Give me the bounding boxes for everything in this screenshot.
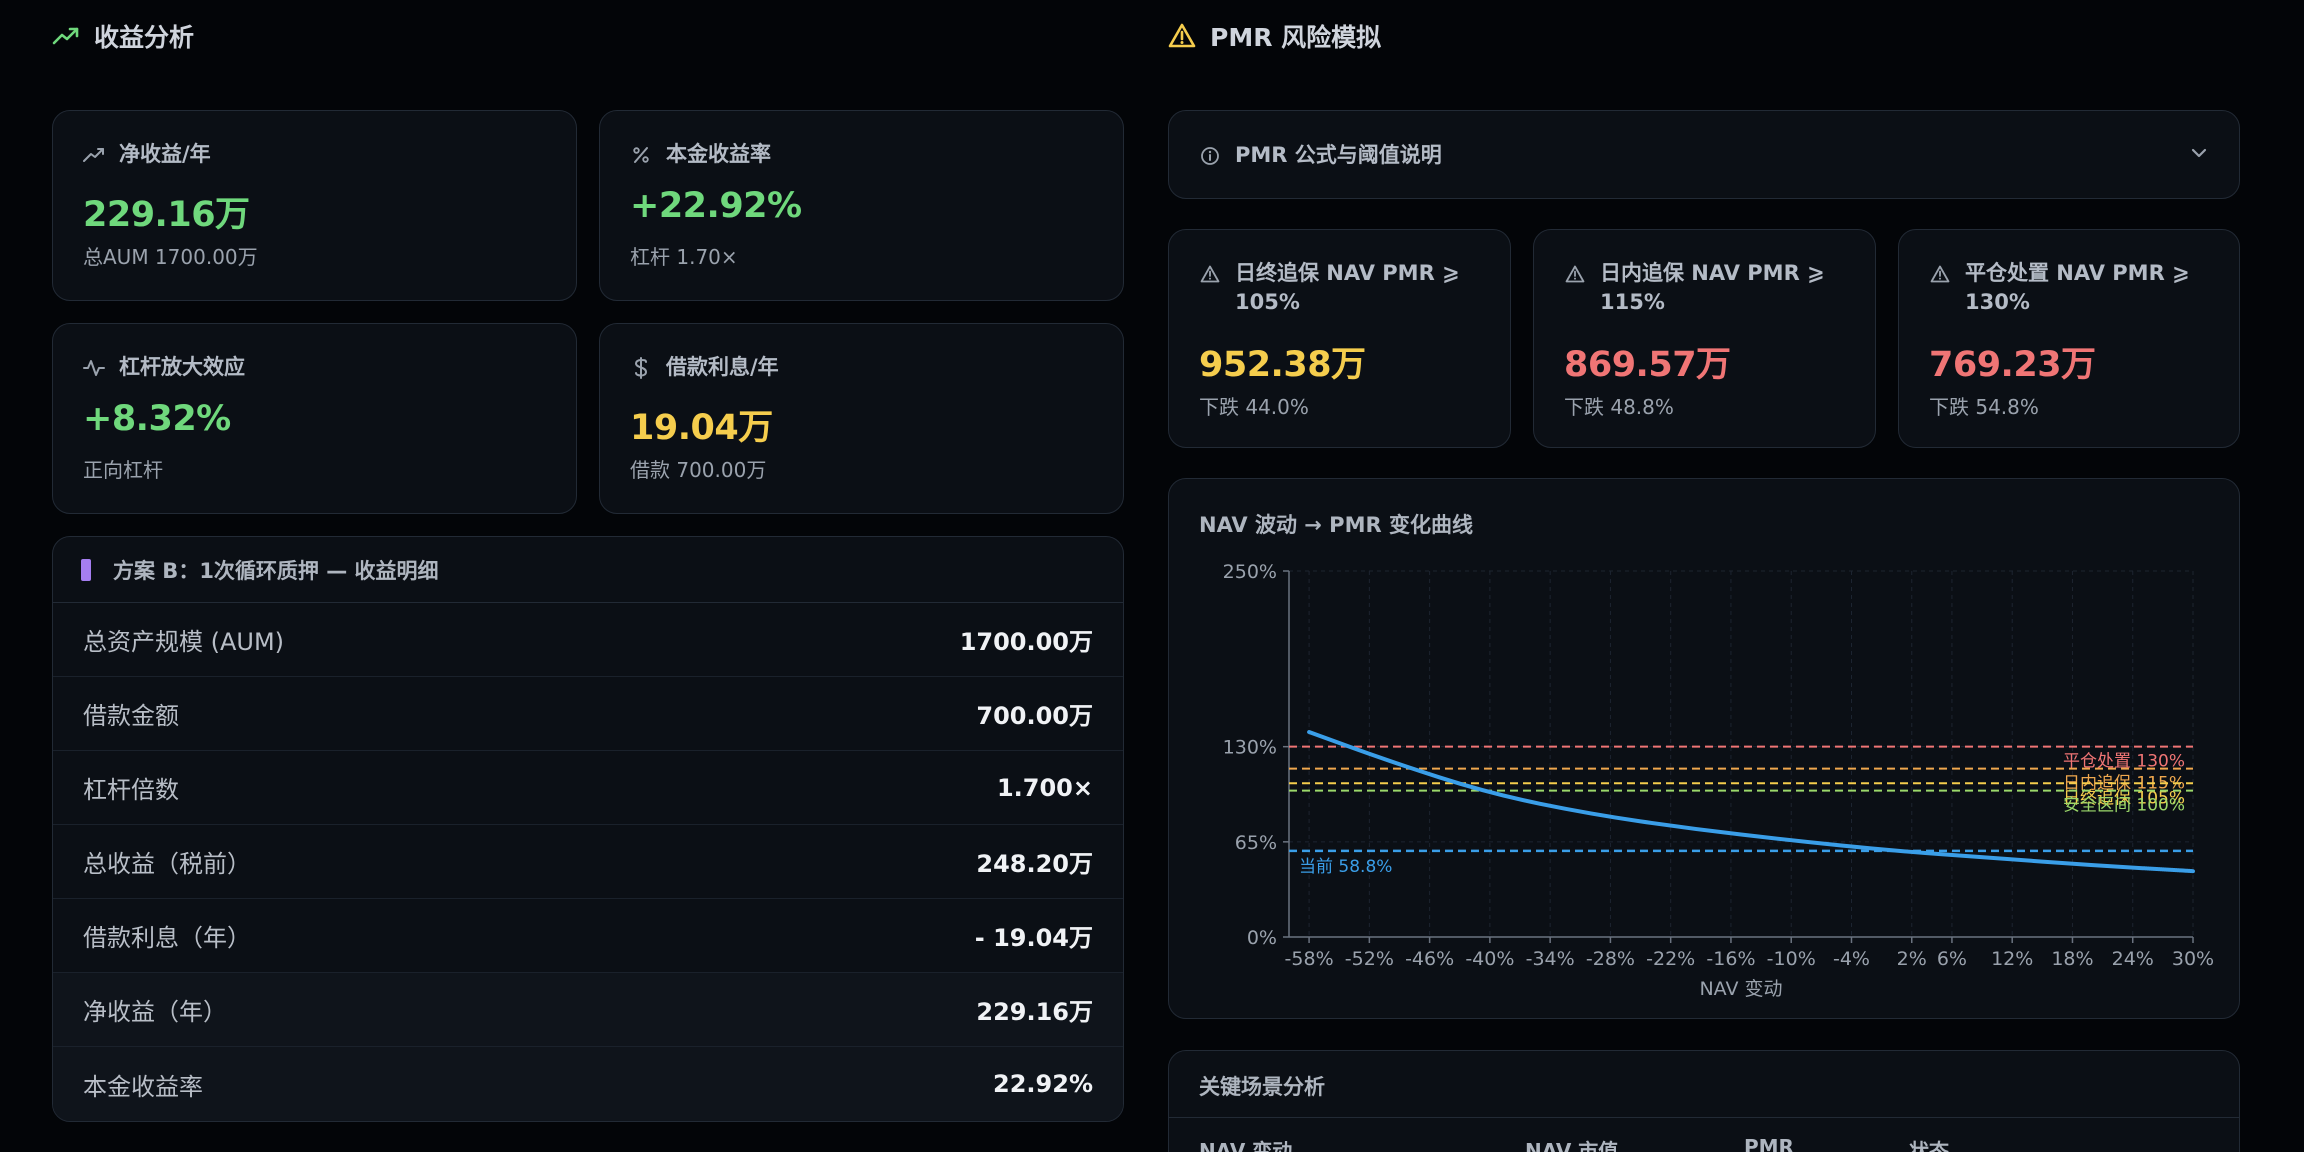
reference-label: 日终追保 105% [2063, 788, 2185, 808]
card-label: 本金收益率 [630, 140, 771, 169]
chevron-down-icon[interactable] [2189, 143, 2209, 167]
info-icon [1199, 141, 1221, 170]
table-row: 净收益（年） 229.16万 [53, 973, 1123, 1047]
x-tick-label: 6% [1937, 948, 1967, 970]
card-label: 日内追保 NAV PMR ⩾ 115% [1564, 259, 1854, 317]
x-axis-label: NAV 变动 [1699, 978, 1782, 1000]
pmr-curve [1307, 730, 2195, 874]
card-label: 杠杆放大效应 [83, 353, 245, 382]
pmr-formula-toggle[interactable]: PMR 公式与阈值说明 [1168, 110, 2240, 199]
detail-title: 方案 B：1次循环质押 — 收益明细 [113, 558, 439, 583]
card-value: +8.32% [83, 399, 231, 439]
card-value: 229.16万 [83, 195, 250, 235]
chart-title: NAV 波动 → PMR 变化曲线 [1199, 513, 1473, 537]
x-tick-label: -52% [1345, 948, 1394, 970]
liquidation-card: 平仓处置 NAV PMR ⩾ 130% 769.23万 下跌 54.8% [1898, 229, 2240, 448]
card-sub: 下跌 54.8% [1929, 395, 2039, 419]
warning-icon [1199, 259, 1221, 288]
dollar-icon [630, 353, 652, 382]
column-header: PMR [1744, 1135, 1794, 1152]
detail-header: 方案 B：1次循环质押 — 收益明细 [53, 537, 1123, 603]
y-tick-label: 65% [1235, 832, 1277, 854]
section-title-returns: 收益分析 [52, 18, 194, 54]
y-tick-label: 250% [1223, 561, 1277, 583]
x-tick-label: -40% [1465, 948, 1514, 970]
formula-label: PMR 公式与阈值说明 [1199, 141, 1442, 170]
table-row: 借款金额 700.00万 [53, 677, 1123, 751]
table-row: 杠杆倍数 1.700× [53, 751, 1123, 825]
card-sub: 杠杆 1.70× [630, 245, 738, 269]
reference-label: 当前 58.8% [1299, 857, 1392, 877]
card-value: 769.23万 [1929, 345, 2096, 385]
card-value: 952.38万 [1199, 345, 1366, 385]
section-title-pmr: PMR 风险模拟 [1168, 18, 1381, 54]
x-tick-label: 12% [1991, 948, 2033, 970]
table-row: 总资产规模 (AUM) 1700.00万 [53, 603, 1123, 677]
scenario-title: 关键场景分析 [1199, 1075, 1325, 1099]
column-header: NAV 变动 [1199, 1139, 1293, 1152]
column-header: 状态 [1909, 1139, 1949, 1152]
reference-label: 平仓处置 130% [2063, 752, 2185, 772]
leverage-effect-card: 杠杆放大效应 +8.32% 正向杠杆 [52, 323, 577, 514]
x-tick-label: 30% [2172, 948, 2214, 970]
return-detail-panel: 方案 B：1次循环质押 — 收益明细 总资产规模 (AUM) 1700.00万 … [52, 536, 1124, 1122]
card-sub: 总AUM 1700.00万 [83, 245, 258, 269]
warning-icon [1168, 23, 1196, 49]
section-title-text: 收益分析 [94, 23, 195, 52]
x-tick-label: -34% [1526, 948, 1575, 970]
table-row: 总收益（税前） 248.20万 [53, 825, 1123, 899]
card-sub: 下跌 44.0% [1199, 395, 1309, 419]
x-tick-label: -28% [1586, 948, 1635, 970]
x-tick-label: -58% [1285, 948, 1334, 970]
eod-margin-call-card: 日终追保 NAV PMR ⩾ 105% 952.38万 下跌 44.0% [1168, 229, 1511, 448]
pmr-chart: 250% 130% 65% 0% -58% -52% -46% -40% -34% -28% -22… [1223, 561, 2214, 1000]
x-tick-label: 18% [2051, 948, 2093, 970]
card-label: 净收益/年 [83, 140, 211, 169]
section-title-text: PMR 风险模拟 [1210, 23, 1382, 52]
intraday-margin-call-card: 日内追保 NAV PMR ⩾ 115% 869.57万 下跌 48.8% [1533, 229, 1876, 448]
column-header: NAV 市值 [1525, 1139, 1619, 1152]
warning-icon [1929, 259, 1951, 288]
x-tick-label: 24% [2112, 948, 2154, 970]
x-tick-label: -4% [1833, 948, 1870, 970]
x-tick-label: -46% [1405, 948, 1454, 970]
x-tick-label: -10% [1767, 948, 1816, 970]
card-label: 平仓处置 NAV PMR ⩾ 130% [1929, 259, 2219, 317]
card-label: 日终追保 NAV PMR ⩾ 105% [1199, 259, 1489, 317]
principal-return-card: 本金收益率 +22.92% 杠杆 1.70× [599, 110, 1124, 301]
purple-bar-icon [81, 558, 91, 581]
card-sub: 借款 700.00万 [630, 458, 767, 482]
card-label: 借款利息/年 [630, 353, 779, 382]
net-return-card: 净收益/年 229.16万 总AUM 1700.00万 [52, 110, 577, 301]
x-tick-label: -16% [1706, 948, 1755, 970]
card-value: +22.92% [630, 186, 802, 226]
table-row: 本金收益率 22.92% [53, 1047, 1123, 1121]
warning-icon [1564, 259, 1586, 288]
activity-icon [83, 353, 105, 382]
card-value: 869.57万 [1564, 345, 1731, 385]
reference-label: 安全区间 100% [2063, 796, 2185, 816]
pmr-chart-card: NAV 波动 → PMR 变化曲线 250% 130% 65% 0% -58% -52% -… [1168, 478, 2240, 1019]
trending-up-icon [83, 140, 105, 169]
card-sub: 正向杠杆 [83, 458, 163, 482]
table-row: 借款利息（年） - 19.04万 [53, 899, 1123, 973]
x-tick-label: -22% [1646, 948, 1695, 970]
y-tick-label: 0% [1247, 927, 1277, 949]
trending-up-icon [52, 26, 80, 46]
card-sub: 下跌 48.8% [1564, 395, 1674, 419]
scenario-panel: 关键场景分析 NAV 变动 NAV 市值 PMR 状态 [1168, 1050, 2240, 1152]
card-value: 19.04万 [630, 408, 773, 448]
y-tick-label: 130% [1223, 737, 1277, 759]
percent-icon [630, 140, 652, 169]
x-tick-label: 2% [1897, 948, 1927, 970]
loan-interest-card: 借款利息/年 19.04万 借款 700.00万 [599, 323, 1124, 514]
divider [1169, 1117, 2239, 1118]
